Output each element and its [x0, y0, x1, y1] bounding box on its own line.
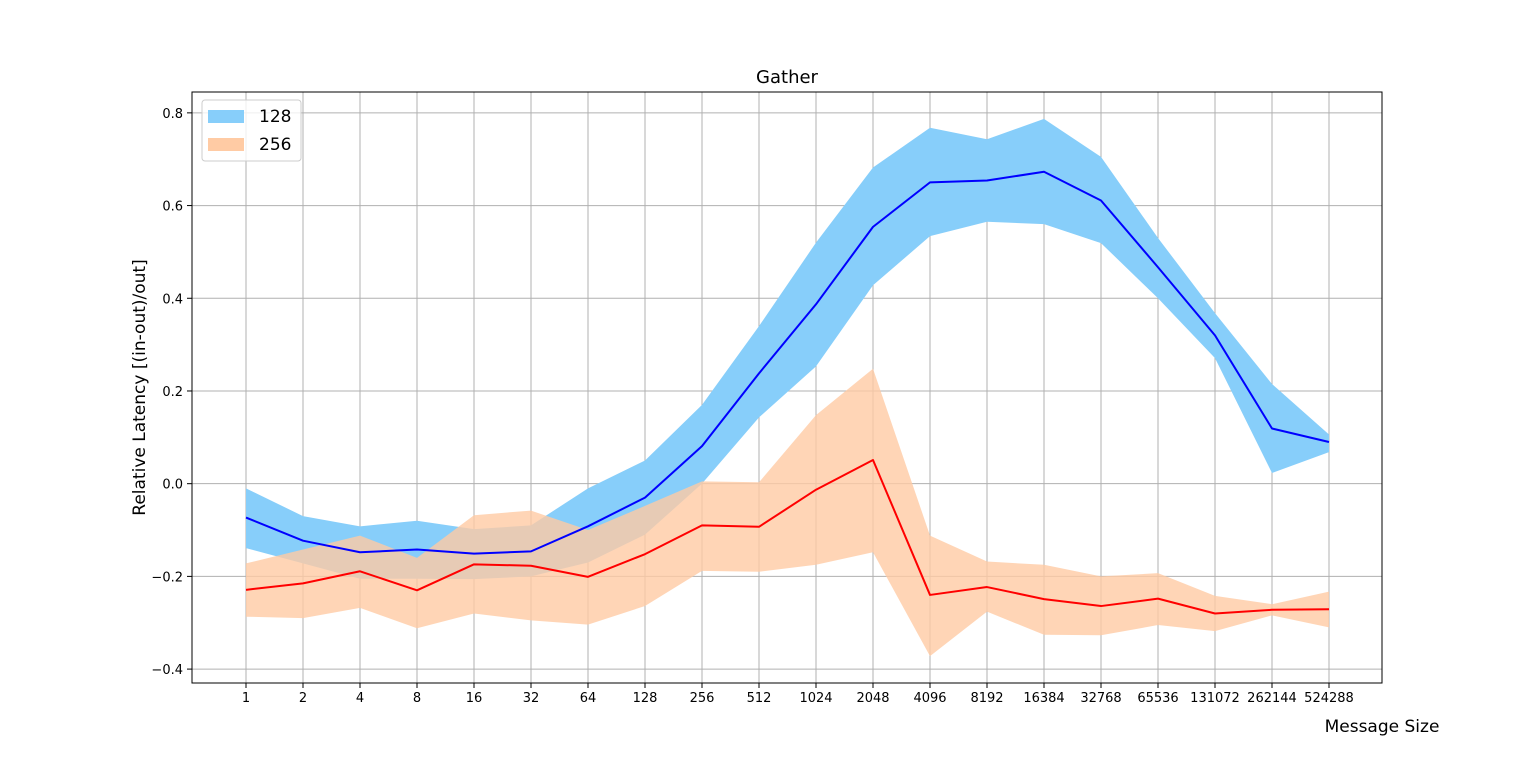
x-tick-label: 524288: [1304, 691, 1354, 706]
y-tick-label: 0.0: [162, 478, 183, 493]
y-tick-label: −0.4: [151, 663, 183, 678]
legend-swatch-256: [208, 138, 244, 151]
x-tick-label: 1: [242, 691, 250, 706]
x-tick-label: 32: [523, 691, 540, 706]
x-tick-label: 128: [633, 691, 658, 706]
y-tick-label: 0.6: [162, 200, 183, 215]
x-axis-title: Message Size: [1325, 717, 1440, 737]
line-256: [245, 459, 1330, 615]
band-128: [246, 118, 1329, 580]
x-tick-label: 8: [413, 691, 421, 706]
x-tick-label: 16384: [1023, 691, 1064, 706]
y-axis-ticks: −0.4 −0.2 0.0 0.2 0.4 0.6 0.8: [151, 107, 192, 678]
y-tick-label: −0.2: [151, 570, 183, 585]
x-tick-label: 2048: [856, 691, 889, 706]
y-tick-label: 0.8: [162, 107, 183, 122]
legend-label-128: 128: [259, 107, 291, 127]
y-axis-title: Relative Latency [(in-out)/out]: [130, 259, 150, 515]
x-tick-label: 1024: [799, 691, 832, 706]
legend-label-256: 256: [259, 135, 291, 155]
y-tick-label: 0.2: [162, 385, 183, 400]
x-tick-label: 32768: [1080, 691, 1121, 706]
x-tick-label: 8192: [970, 691, 1003, 706]
line-128: [245, 170, 1330, 555]
x-tick-label: 2: [299, 691, 307, 706]
x-axis-ticks: 1 2 4 8 16 32 64 128 256 512 1024 2048 4096 8192 16384…: [242, 683, 1354, 706]
x-tick-label: 256: [690, 691, 715, 706]
confidence-bands: [246, 118, 1329, 657]
plot-frame: [191, 91, 1383, 684]
chart-title: Gather: [756, 67, 819, 88]
x-tick-label: 512: [747, 691, 772, 706]
x-tick-label: 4096: [913, 691, 946, 706]
x-tick-label: 65536: [1137, 691, 1178, 706]
legend-swatch-128: [208, 110, 244, 123]
series-lines: [245, 170, 1330, 615]
band-256: [246, 368, 1329, 657]
x-tick-label: 131072: [1190, 691, 1240, 706]
x-tick-label: 16: [466, 691, 483, 706]
x-tick-label: 4: [356, 691, 364, 706]
x-tick-label: 262144: [1247, 691, 1297, 706]
y-tick-label: 0.4: [162, 292, 183, 307]
x-tick-label: 64: [580, 691, 597, 706]
